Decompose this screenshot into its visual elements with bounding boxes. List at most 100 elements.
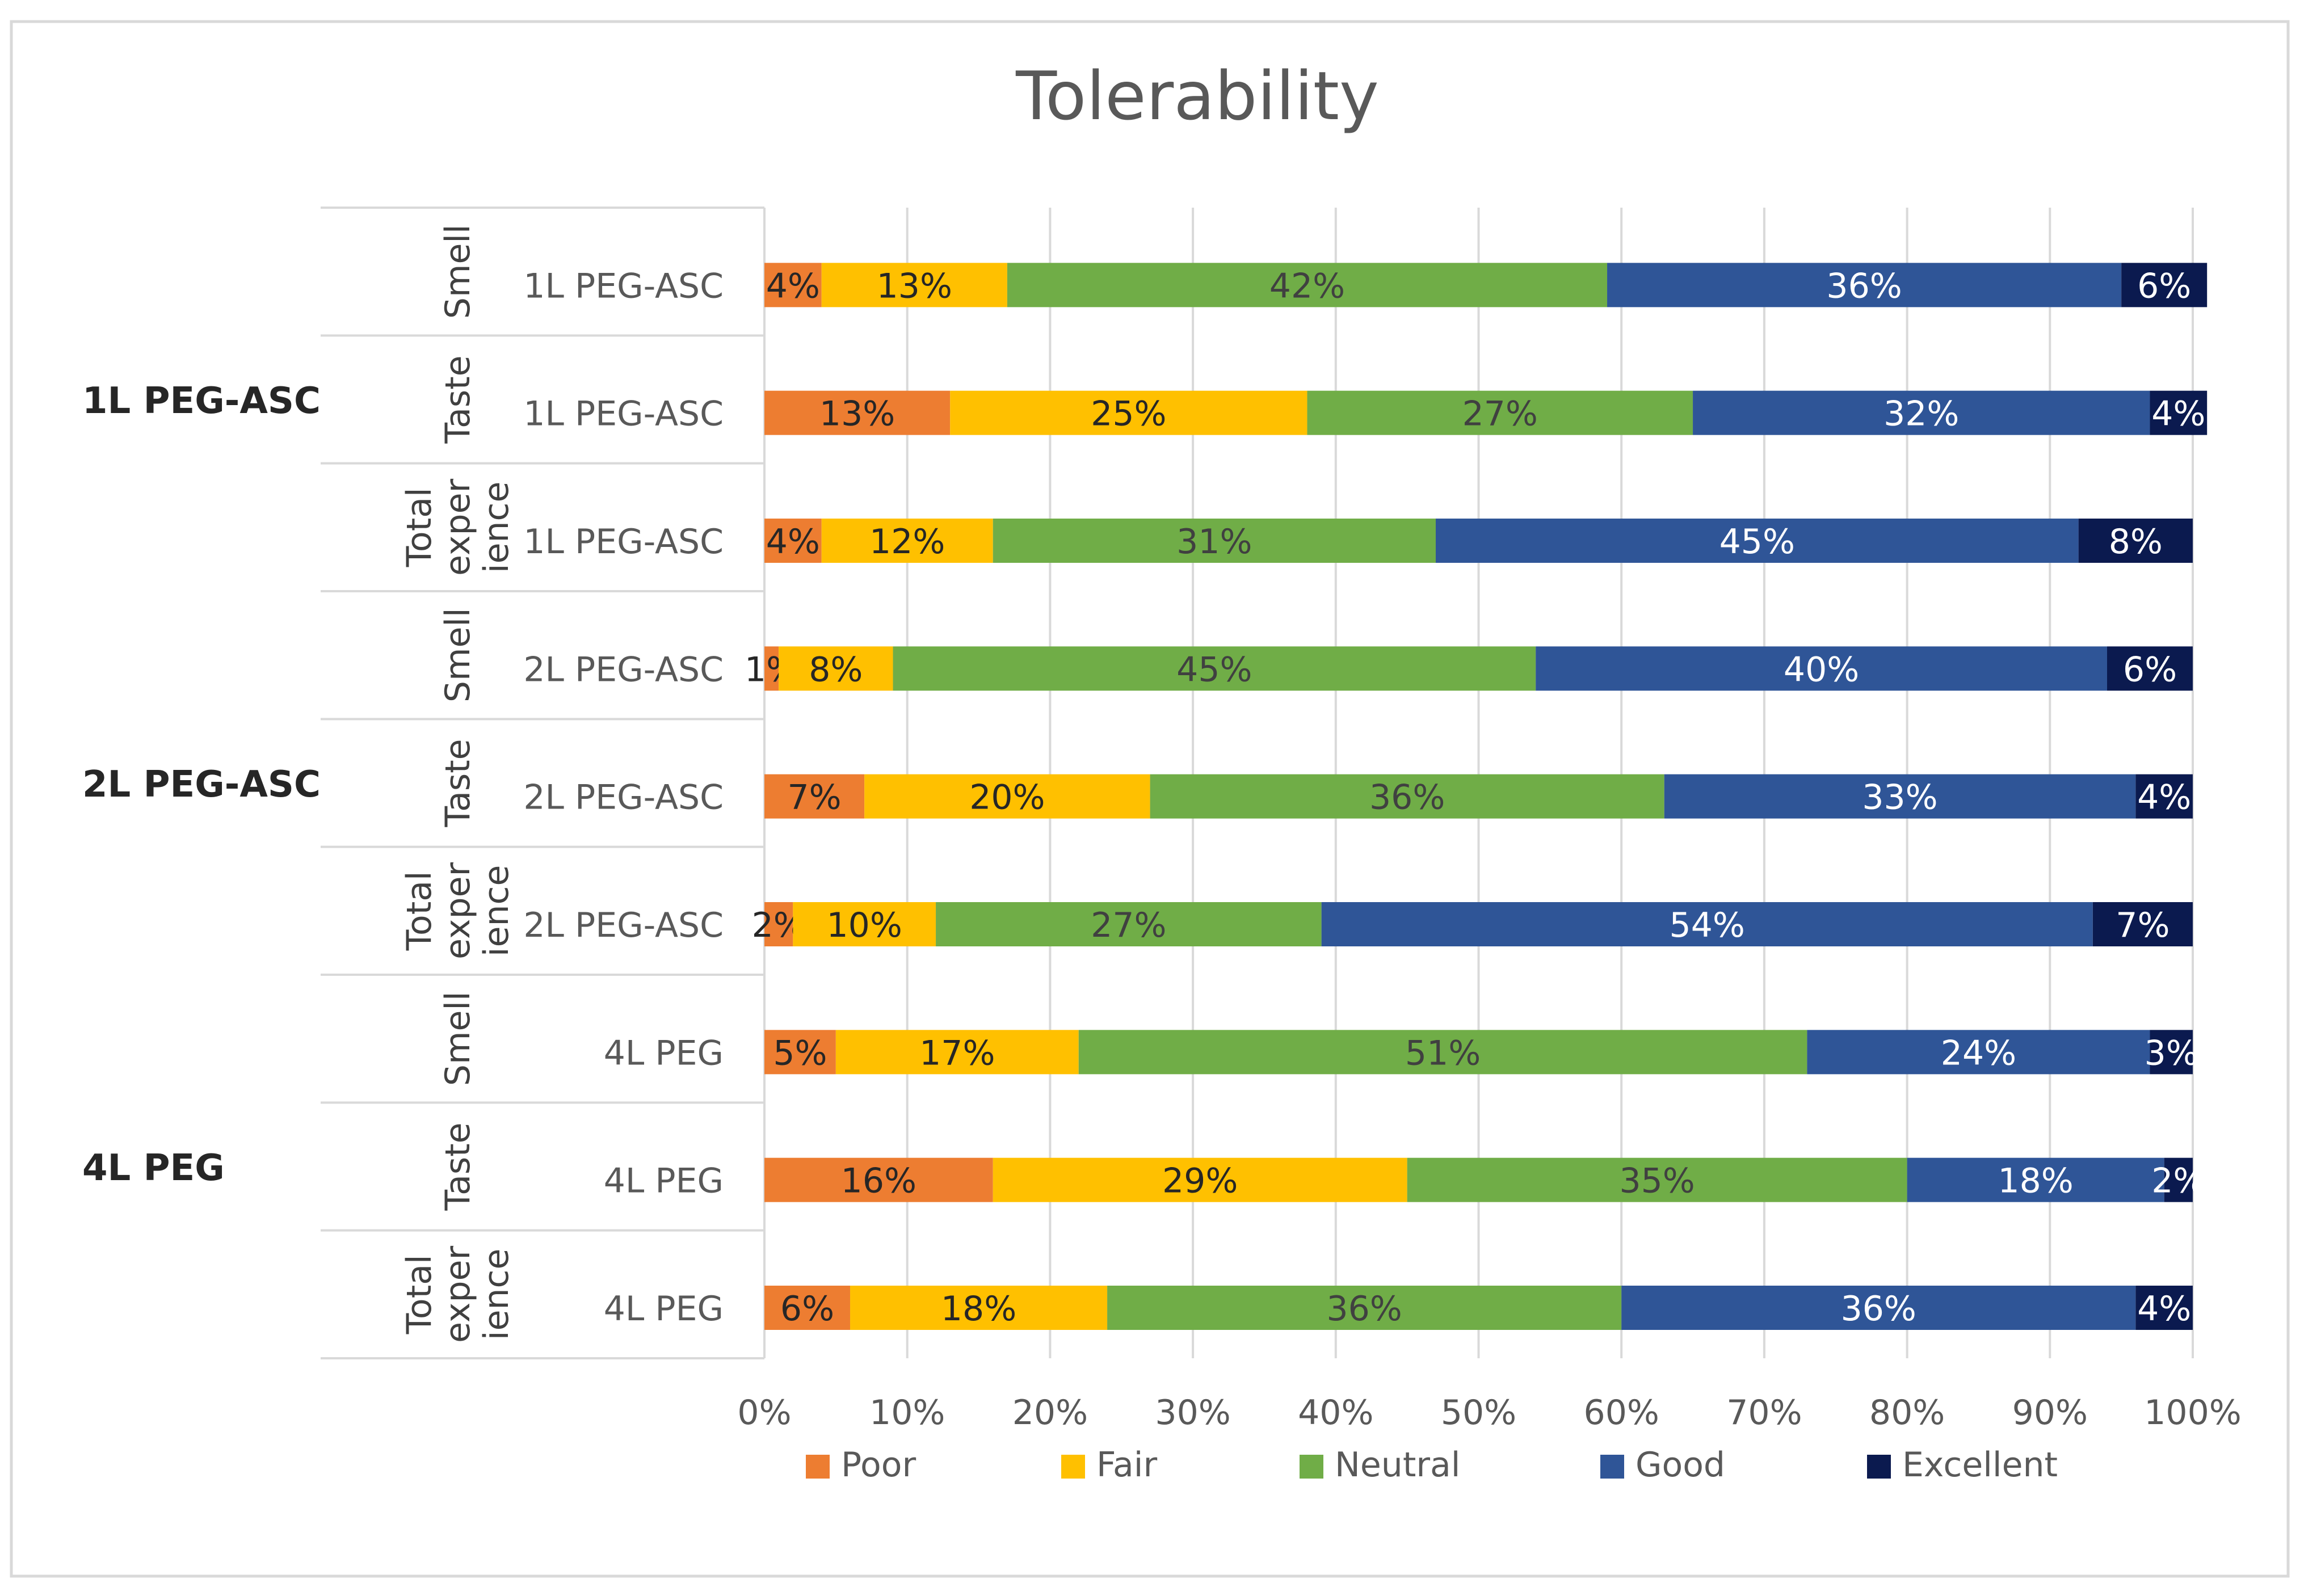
row-label: 1L PEG-ASC — [523, 522, 724, 562]
bar-segment-neutral — [893, 646, 1536, 691]
data-label: 33% — [1862, 778, 1937, 818]
data-label: 27% — [1091, 906, 1166, 945]
bar-segment-fair — [850, 1286, 1108, 1330]
category-axis: 1L PEG-ASC Smell 1L PEG-ASC Taste 1L PEG-ASC… — [82, 207, 764, 1359]
row-label: 2L PEG-ASC — [523, 778, 724, 818]
data-label: 36% — [1326, 1289, 1402, 1329]
x-tick-label: 80% — [1869, 1393, 1945, 1433]
data-label: 8% — [809, 650, 863, 689]
legend-label: Neutral — [1335, 1445, 1460, 1485]
aspect-label: ience — [477, 482, 516, 574]
data-label: 7% — [2116, 906, 2170, 945]
x-tick-label: 40% — [1298, 1393, 1373, 1433]
data-label: 3% — [2145, 1033, 2198, 1073]
group-label: 4L PEG — [82, 1147, 225, 1189]
chart-title: Tolerability — [1015, 57, 1379, 135]
x-tick-label: 100% — [2144, 1393, 2242, 1433]
data-label: 2% — [2151, 1161, 2205, 1201]
legend-swatch — [806, 1455, 830, 1479]
data-label: 54% — [1670, 906, 1745, 945]
bar-segment-fair — [821, 263, 1007, 308]
bar-segment-fair — [835, 1030, 1079, 1075]
data-label: 12% — [869, 522, 945, 562]
bar-segment-good — [1321, 902, 2093, 946]
aspect-label: exper — [438, 478, 478, 575]
x-tick-label: 20% — [1012, 1393, 1088, 1433]
data-label: 40% — [1784, 650, 1859, 689]
data-label: 4% — [766, 266, 820, 306]
bar-segment-good — [1807, 1030, 2150, 1075]
bar-segment-good — [1664, 774, 2136, 819]
data-label: 27% — [1462, 394, 1538, 434]
data-label: 36% — [1841, 1289, 1916, 1329]
data-label: 16% — [841, 1161, 916, 1201]
row-label: 4L PEG — [604, 1033, 724, 1073]
bar-segment-good — [1536, 646, 2107, 691]
aspect-label: exper — [438, 1245, 478, 1342]
row-label: 4L PEG — [604, 1289, 724, 1329]
data-label: 24% — [1941, 1033, 2016, 1073]
data-label: 17% — [919, 1033, 995, 1073]
bar-segment-neutral — [1078, 1030, 1807, 1075]
data-label: 13% — [877, 266, 952, 306]
aspect-label: exper — [438, 862, 478, 959]
row-label: 1L PEG-ASC — [523, 394, 724, 434]
bar-segment-excellent — [2164, 1157, 2193, 1202]
x-tick-label: 60% — [1584, 1393, 1659, 1433]
data-label: 4% — [2151, 394, 2205, 434]
data-label: 7% — [788, 778, 842, 818]
bar-segment-good — [1607, 263, 2122, 308]
data-label: 31% — [1176, 522, 1252, 562]
bar-segment-fair — [993, 1157, 1407, 1202]
data-label: 18% — [1998, 1161, 2073, 1201]
data-label: 10% — [827, 906, 902, 945]
group-label: 1L PEG-ASC — [82, 380, 321, 422]
bar-segment-neutral — [1007, 263, 1608, 308]
bar-segment-neutral — [936, 902, 1322, 946]
bar-segment-fair — [793, 902, 936, 946]
data-label: 20% — [969, 778, 1045, 818]
bar-segment-poor — [764, 902, 793, 946]
legend-swatch — [1061, 1455, 1085, 1479]
x-tick-label: 10% — [869, 1393, 945, 1433]
legend-label: Fair — [1096, 1445, 1157, 1485]
bar-segment-poor — [764, 1157, 993, 1202]
data-label: 18% — [941, 1289, 1016, 1329]
aspect-label: Taste — [438, 355, 478, 444]
legend-label: Good — [1635, 1445, 1725, 1485]
data-label: 6% — [2123, 650, 2177, 689]
bars-layer: 4% 13% 42% 36% 6% 13% 25% 27% 32% 4% 4% 12% 31% 45% 8%… — [745, 263, 2208, 1330]
bar-segment-excellent — [2135, 1286, 2193, 1330]
legend-swatch — [1300, 1455, 1323, 1479]
data-label: 25% — [1091, 394, 1166, 434]
bar-segment-excellent — [2121, 263, 2208, 308]
bar-segment-fair — [950, 390, 1307, 435]
legend-label: Poor — [841, 1445, 916, 1485]
data-label: 4% — [2137, 778, 2191, 818]
bar-segment-poor — [764, 263, 822, 308]
bar-segment-neutral — [1307, 390, 1693, 435]
aspect-label: Total — [400, 1254, 439, 1334]
row-label: 2L PEG-ASC — [523, 650, 724, 689]
data-label: 32% — [1883, 394, 1959, 434]
data-label: 42% — [1269, 266, 1345, 306]
data-label: 4% — [766, 522, 820, 562]
bar-segment-excellent — [2092, 902, 2193, 946]
bar-segment-poor — [764, 1030, 836, 1075]
bar-segment-poor — [764, 390, 951, 435]
bar-segment-excellent — [2107, 646, 2193, 691]
data-label: 8% — [2109, 522, 2163, 562]
x-tick-label: 50% — [1441, 1393, 1516, 1433]
aspect-label: Total — [400, 871, 439, 951]
data-label: 45% — [1176, 650, 1252, 689]
data-label: 4% — [2137, 1289, 2191, 1329]
x-tick-label: 30% — [1155, 1393, 1230, 1433]
data-label: 6% — [780, 1289, 834, 1329]
row-label: 2L PEG-ASC — [523, 906, 724, 945]
data-label: 45% — [1719, 522, 1795, 562]
aspect-label: Smell — [438, 224, 478, 319]
bar-segment-excellent — [2078, 519, 2193, 563]
aspect-label: Taste — [438, 1122, 478, 1211]
